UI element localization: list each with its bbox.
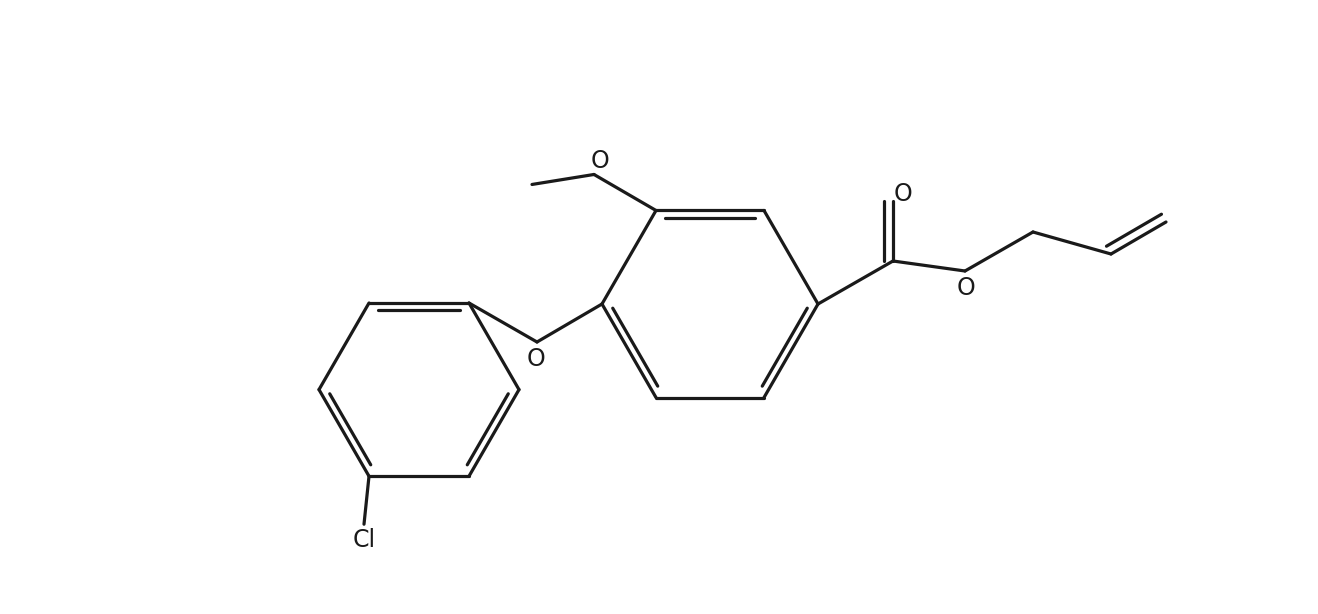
Text: O: O — [894, 182, 912, 206]
Text: O: O — [957, 276, 975, 300]
Text: O: O — [590, 149, 609, 174]
Text: Cl: Cl — [352, 528, 376, 552]
Text: O: O — [527, 347, 546, 371]
